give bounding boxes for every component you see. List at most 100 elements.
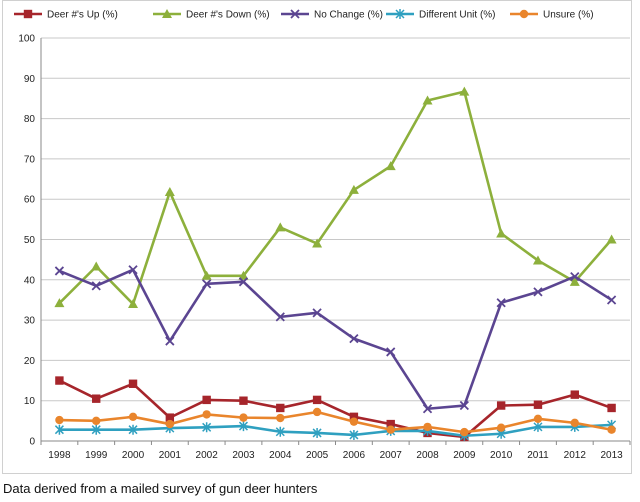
- data-point: [312, 395, 322, 405]
- data-point: [460, 427, 469, 437]
- legend-label: Different Unit (%): [419, 10, 496, 21]
- data-point: [386, 347, 396, 357]
- data-point: [128, 298, 139, 308]
- legend-label: Deer #'s Up (%): [47, 10, 118, 21]
- data-point: [533, 400, 543, 409]
- data-point: [55, 415, 64, 425]
- data-point: [606, 295, 617, 305]
- data-point: [275, 312, 285, 322]
- data-point: [92, 394, 101, 403]
- data-point: [570, 418, 579, 428]
- legend-item: Different Unit (%): [386, 9, 496, 21]
- legend: Deer #'s Up (%) Deer #'s Down (%) No Chang…: [14, 9, 594, 21]
- y-tick-label: 70: [24, 154, 36, 165]
- data-point: [202, 279, 212, 289]
- data-point: [165, 419, 175, 429]
- x-tick-label: 2002: [196, 450, 219, 461]
- data-point: [607, 403, 616, 413]
- x-tick-label: 2007: [380, 450, 403, 461]
- data-point: [569, 276, 580, 286]
- data-point: [238, 270, 249, 280]
- y-tick-label: 50: [24, 235, 36, 246]
- legend-item: Deer #'s Up (%): [14, 10, 118, 21]
- y-tick-label: 60: [24, 195, 36, 206]
- data-point: [607, 425, 616, 434]
- y-tick-label: 80: [24, 114, 36, 125]
- legend-item: No Change (%): [281, 9, 383, 21]
- y-tick-label: 30: [24, 316, 36, 327]
- series-line-0: [58, 379, 613, 439]
- x-tick-label: 2006: [343, 450, 366, 461]
- data-point: [239, 413, 248, 422]
- data-point: [91, 281, 101, 291]
- data-point: [312, 407, 322, 417]
- data-point: [275, 222, 286, 232]
- data-point: [348, 184, 359, 194]
- data-point: [386, 425, 395, 434]
- data-point: [128, 265, 138, 275]
- data-point: [239, 396, 248, 405]
- legend-marker: [519, 9, 529, 19]
- data-point: [496, 228, 507, 238]
- data-point: [385, 161, 396, 171]
- legend-marker: [395, 9, 405, 19]
- y-tick-label: 20: [24, 356, 36, 367]
- x-tick-label: 2010: [490, 450, 513, 461]
- legend-item: Deer #'s Down (%): [153, 9, 270, 21]
- x-tick-label: 2011: [527, 450, 549, 461]
- data-point: [496, 298, 506, 308]
- y-tick-label: 0: [29, 437, 35, 448]
- line-chart: 0 10 20 30 40 50 60 70 80 90 100 1998 1999 2000 2001 20…: [14, 9, 631, 461]
- data-point: [54, 266, 65, 276]
- data-point: [55, 376, 64, 385]
- data-point: [459, 86, 470, 96]
- data-point: [386, 419, 395, 429]
- data-point: [349, 334, 359, 344]
- x-tick-label: 1998: [48, 450, 71, 461]
- data-point: [165, 413, 175, 422]
- y-tick-label: 40: [24, 275, 36, 286]
- data-point: [276, 413, 285, 423]
- data-point: [606, 234, 617, 244]
- legend-label: Unsure (%): [543, 10, 594, 21]
- axes: 0 10 20 30 40 50 60 70 80 90 100 1998 1999 2000 2001 20…: [18, 34, 631, 461]
- data-point: [532, 255, 543, 265]
- x-tick-label: 2000: [122, 450, 145, 461]
- data-point: [275, 426, 285, 437]
- data-point: [312, 427, 322, 438]
- data-point: [570, 390, 579, 399]
- data-point: [201, 270, 212, 280]
- x-tick-label: 2013: [600, 450, 623, 461]
- data-point: [202, 422, 212, 433]
- caption: Data derived from a mailed survey of gun…: [3, 481, 318, 496]
- legend-marker: [23, 9, 33, 19]
- x-tick-label: 2005: [306, 450, 329, 461]
- data-point: [570, 271, 580, 282]
- y-tick-label: 90: [24, 74, 36, 85]
- data-point: [533, 414, 543, 424]
- data-point: [128, 379, 138, 388]
- data-point: [459, 400, 469, 411]
- series-line-4: [59, 410, 612, 434]
- data-point: [238, 421, 248, 432]
- x-tick-label: 1999: [85, 450, 108, 461]
- data-point: [128, 412, 138, 422]
- data-point: [533, 421, 543, 432]
- data-point: [422, 95, 433, 105]
- y-tick-label: 10: [24, 396, 36, 407]
- data-point: [91, 424, 101, 435]
- x-tick-label: 2001: [159, 450, 182, 461]
- legend-item: Unsure (%): [510, 10, 594, 21]
- data-point: [533, 287, 543, 297]
- data-point: [349, 429, 359, 440]
- data-point: [54, 424, 64, 435]
- x-tick-label: 2009: [453, 450, 476, 461]
- data-point: [349, 412, 359, 422]
- data-point: [128, 424, 138, 435]
- data-point: [496, 423, 506, 432]
- x-tick-label: 2003: [232, 450, 255, 461]
- x-tick-label: 2004: [269, 450, 292, 461]
- data-point: [164, 186, 175, 196]
- series-line-1: [58, 90, 613, 306]
- legend-marker: [162, 9, 172, 18]
